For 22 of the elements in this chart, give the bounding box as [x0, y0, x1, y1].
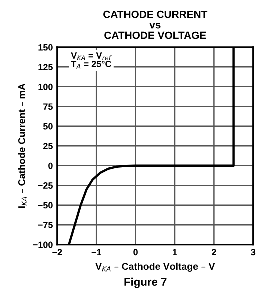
- x-tick-label: 1: [173, 249, 178, 256]
- caption: Figure 7: [124, 278, 167, 288]
- y-tick-label: 75: [44, 104, 53, 110]
- x-tick-label: 0: [134, 249, 138, 256]
- y-tick-label: 25: [44, 143, 53, 150]
- x-axis-title: V$_{KA}$ – Cathode Voltage – V: [96, 262, 216, 272]
- y-tick-label: −75: [38, 222, 53, 228]
- chart-title: CATHODE CURRENT vs CATHODE VOLTAGE: [104, 10, 208, 40]
- text: V$_{KA}$ = V$_{ref}$ T$_{A}$ = 25°C: [71, 52, 112, 69]
- x-tick-label: −1: [92, 249, 102, 256]
- y-tick-label: −25: [38, 182, 53, 189]
- y-tick-label: 0: [48, 162, 53, 170]
- y-tick-label: 50: [43, 123, 53, 130]
- y-tick-label: −100: [33, 242, 53, 248]
- y-tick-label: 100: [38, 84, 53, 90]
- y-axis-title: I$_{KA}$ – Cathode Current – mA: [18, 84, 27, 208]
- x-tick-label: −2: [52, 249, 62, 256]
- y-tick-label: 150: [38, 44, 53, 51]
- y-tick-label: −50: [38, 202, 53, 209]
- y-tick-label: 125: [38, 64, 53, 71]
- x-tick-label: 3: [251, 249, 256, 256]
- x-tick-label: 2: [212, 249, 216, 256]
